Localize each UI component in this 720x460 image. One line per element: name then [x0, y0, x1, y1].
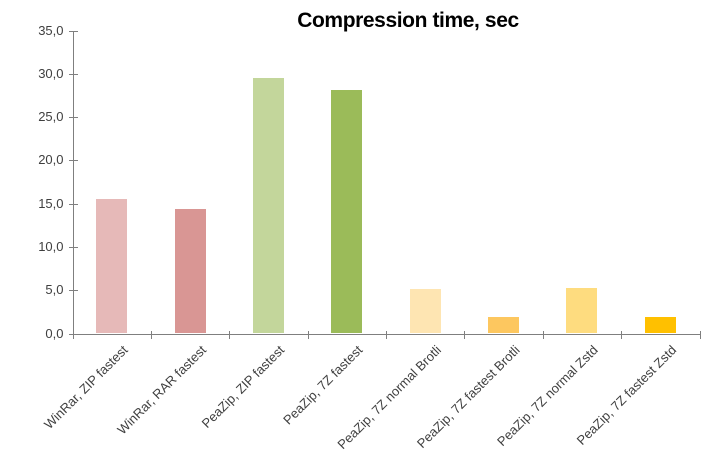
x-axis-tick: [229, 330, 231, 339]
x-axis-tick: [150, 330, 152, 339]
y-axis-tick-label: 35,0: [38, 22, 64, 38]
bar-6: [488, 317, 520, 334]
bar-3: [252, 78, 284, 334]
y-axis-tick: [68, 117, 78, 119]
x-axis-tick: [386, 330, 387, 339]
x-axis-tick: [464, 330, 466, 339]
y-axis-tick-label: 10,0: [38, 238, 64, 254]
x-axis-tick: [699, 330, 701, 339]
bar-1: [96, 199, 128, 334]
x-axis-category-label: PeaZip, ZIP fastest: [198, 342, 288, 431]
bar-2: [174, 208, 206, 334]
y-axis-tick: [68, 160, 78, 162]
y-axis-tick: [68, 73, 78, 75]
y-axis-tick: [68, 30, 78, 32]
y-axis-tick-label: 0,0: [45, 325, 64, 341]
x-axis-tick: [621, 330, 623, 339]
x-axis-tick: [72, 330, 74, 339]
y-axis-line: [72, 30, 74, 335]
bar-5: [409, 289, 441, 334]
chart-title: Compression time, sec: [297, 9, 519, 32]
x-axis-tick: [542, 330, 544, 339]
x-axis-category-label: PeaZip, 7Z fastest: [280, 342, 366, 428]
bar-8: [644, 317, 676, 334]
y-axis-tick-label: 5,0: [45, 282, 64, 298]
x-axis-category-label: WinRar, ZIP fastest: [40, 342, 131, 432]
y-axis-tick: [68, 246, 78, 248]
y-axis-tick: [68, 290, 78, 292]
bar-4: [331, 90, 363, 334]
y-axis-tick-label: 20,0: [38, 152, 64, 168]
bar-7: [566, 288, 598, 334]
x-axis-tick: [307, 330, 309, 339]
y-axis-tick-label: 25,0: [38, 109, 64, 125]
x-axis-category-label: WinRar, RAR fastest: [114, 342, 209, 438]
y-axis-tick: [68, 203, 78, 205]
y-axis-tick-label: 30,0: [38, 65, 64, 81]
y-axis-tick-label: 15,0: [38, 195, 64, 211]
